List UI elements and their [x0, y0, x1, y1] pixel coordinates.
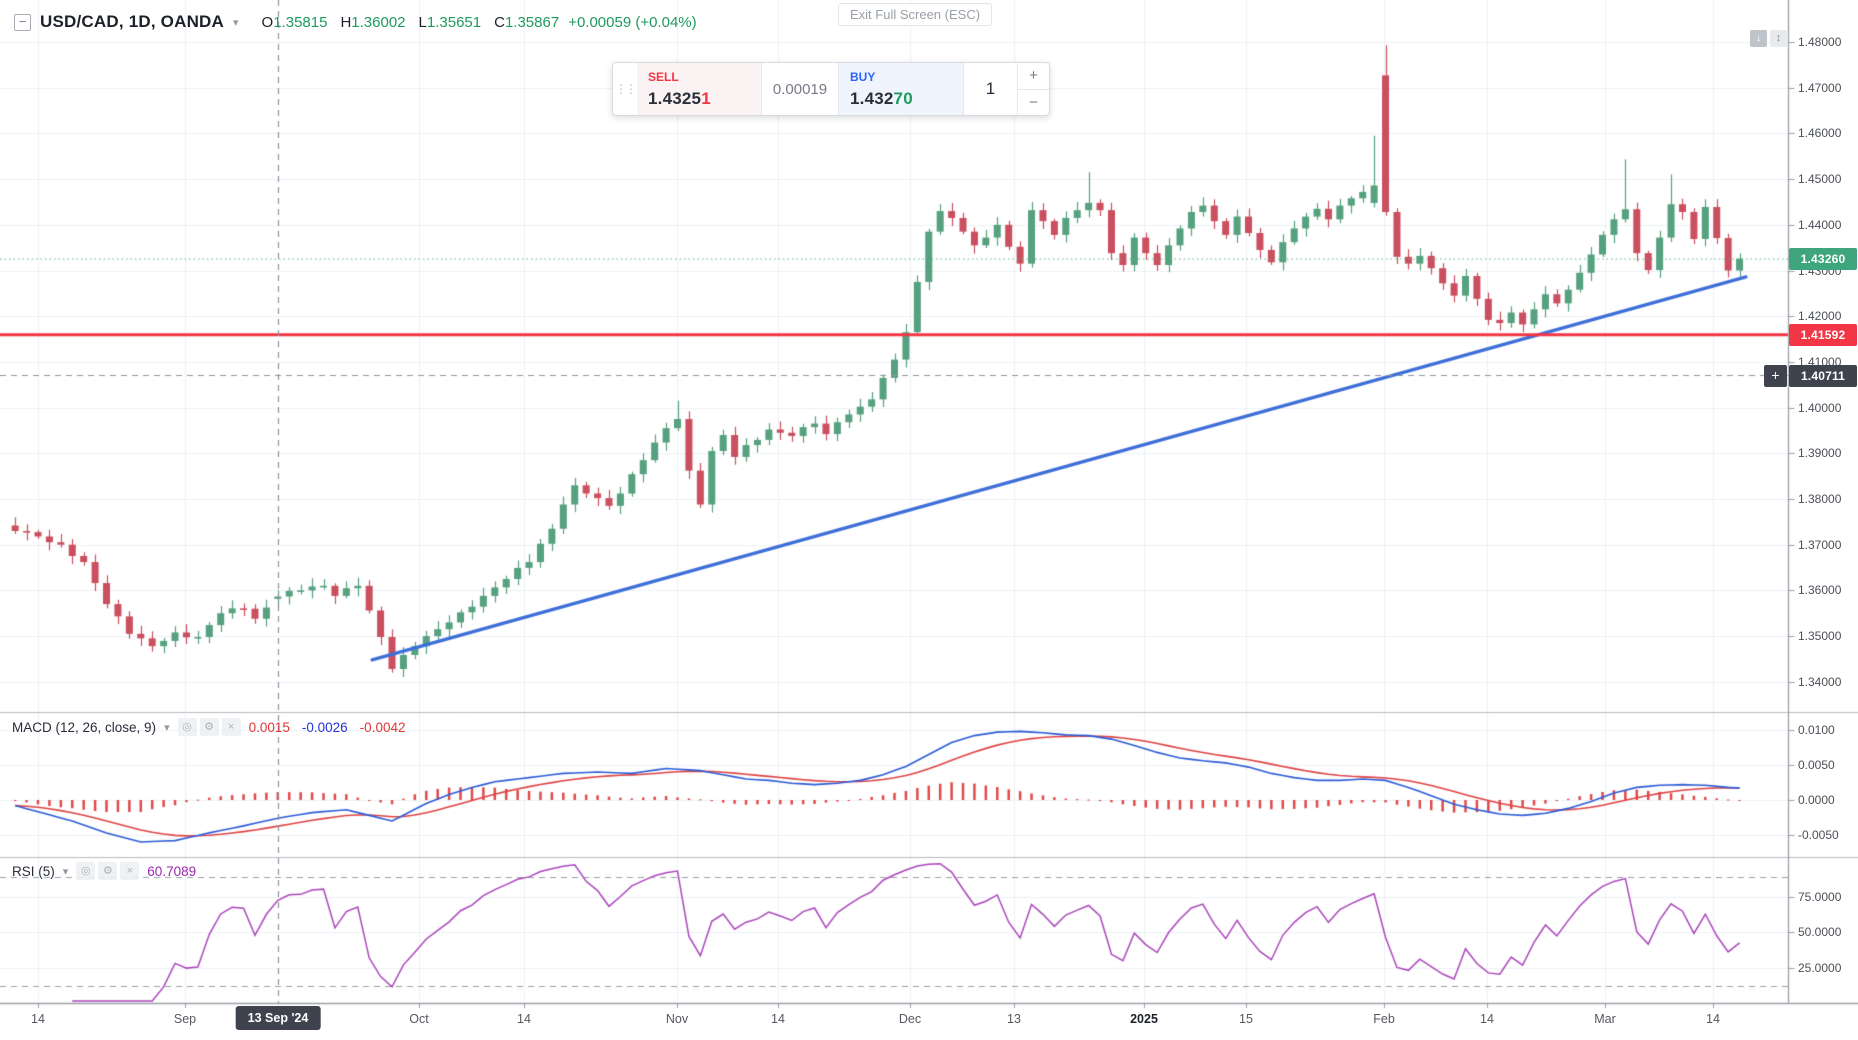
gear-icon[interactable]: ⚙ — [199, 718, 219, 736]
close-key: C — [494, 13, 505, 31]
price-axis-label: 1.46000 — [1798, 126, 1842, 141]
scale-buttons: ↓ ↕ — [1750, 30, 1787, 47]
exit-fullscreen-tooltip: Exit Full Screen (ESC) — [838, 3, 993, 26]
macd-axis-label: 0.0100 — [1798, 723, 1835, 737]
change-readout: +0.00059 (+0.04%) — [568, 13, 697, 31]
time-axis-label: Mar — [1594, 1012, 1616, 1026]
spread-value: 0.00019 — [761, 63, 839, 115]
time-axis-label: Dec — [898, 1012, 922, 1026]
buy-price: 1.43270 — [850, 89, 913, 108]
price-axis-label: 1.47000 — [1798, 80, 1842, 95]
order-widget: ⋮⋮ SELL 1.43251 0.00019 BUY 1.43270 1 + … — [612, 62, 1050, 116]
price-axis-label: 1.39000 — [1798, 446, 1842, 461]
open-key: O — [261, 13, 274, 31]
collapse-legend-icon[interactable]: − — [14, 13, 31, 31]
macd-signal-value: -0.0042 — [359, 719, 406, 735]
price-axis-label: 1.48000 — [1798, 35, 1842, 49]
ohlc-readout: O1.35815 H1.36002 L1.35651 C1.35867 — [262, 14, 560, 31]
rsi-axis-label: 25.0000 — [1798, 960, 1842, 975]
rsi-value: 60.7089 — [147, 863, 197, 879]
price-axis-label: 1.37000 — [1798, 537, 1842, 552]
chevron-down-icon[interactable]: ▾ — [62, 865, 69, 878]
buy-label: BUY — [850, 70, 876, 84]
symbol-legend: − USD/CAD, 1D, OANDA ▾ O1.35815 H1.36002… — [14, 10, 697, 34]
time-axis-label: 15 — [1239, 1012, 1253, 1026]
sell-button[interactable]: SELL 1.43251 — [637, 63, 761, 115]
price-axis-label: 1.45000 — [1798, 172, 1842, 187]
buy-button[interactable]: BUY 1.43270 — [839, 63, 963, 115]
close-value: 1.35867 — [504, 13, 560, 31]
price-axis-label: 1.38000 — [1798, 492, 1842, 506]
time-axis-label: 14 — [1706, 1012, 1720, 1026]
quantity-decrease-button[interactable]: − — [1029, 93, 1038, 111]
chevron-down-icon[interactable]: ▾ — [164, 721, 170, 734]
price-axis-label: 1.40000 — [1798, 400, 1842, 415]
time-axis-label: Nov — [665, 1012, 689, 1026]
symbol-title[interactable]: USD/CAD, 1D, OANDA — [40, 12, 225, 31]
macd-line-value: -0.0026 — [301, 719, 348, 735]
time-axis-label: 14 — [517, 1012, 531, 1026]
time-axis-label: 14 — [771, 1012, 785, 1026]
macd-title[interactable]: MACD (12, 26, close, 9) — [12, 719, 157, 735]
hline-price-badge: 1.41592 — [1789, 323, 1857, 346]
chevron-down-icon[interactable]: ▾ — [233, 16, 239, 29]
gear-icon[interactable]: ⚙ — [98, 862, 118, 880]
macd-legend: MACD (12, 26, close, 9) ▾ ◎ ⚙ × 0.0015 -… — [12, 717, 405, 737]
time-axis-label: 14 — [1480, 1012, 1494, 1026]
add-alert-plus-icon[interactable]: + — [1764, 364, 1787, 387]
time-axis-label: Sep — [173, 1012, 197, 1026]
rsi-axis-label: 50.0000 — [1798, 925, 1842, 939]
time-axis-label: Feb — [1373, 1012, 1395, 1026]
close-icon[interactable]: × — [120, 862, 140, 880]
current-price-badge: 1.43260 — [1789, 247, 1857, 270]
time-axis-label: 14 — [31, 1012, 45, 1026]
scroll-to-recent-icon[interactable]: ↓ — [1750, 30, 1767, 47]
price-axis-label: 1.34000 — [1798, 674, 1842, 689]
quantity-stepper: + − — [1017, 63, 1049, 115]
sell-price: 1.43251 — [648, 89, 711, 108]
open-value: 1.35815 — [273, 13, 328, 31]
low-key: L — [418, 13, 427, 31]
sell-label: SELL — [648, 70, 679, 84]
visibility-icon[interactable]: ◎ — [76, 862, 96, 880]
visibility-icon[interactable]: ◎ — [177, 718, 197, 736]
quantity-increase-button[interactable]: + — [1018, 63, 1049, 90]
drag-handle-icon[interactable]: ⋮⋮ — [615, 82, 637, 96]
price-axis-label: 1.44000 — [1798, 217, 1842, 232]
rsi-title[interactable]: RSI (5) — [12, 863, 55, 879]
rsi-axis-label: 75.0000 — [1798, 889, 1842, 904]
price-axis-label: 1.42000 — [1798, 309, 1842, 324]
macd-axis-label: -0.0050 — [1798, 828, 1839, 842]
price-axis-label: 1.36000 — [1798, 583, 1842, 598]
rsi-legend: RSI (5) ▾ ◎ ⚙ × 60.7089 — [12, 861, 196, 881]
close-icon[interactable]: × — [221, 718, 241, 736]
time-axis-label: Oct — [409, 1012, 429, 1026]
price-axis-label: 1.35000 — [1798, 629, 1842, 644]
fit-scale-icon[interactable]: ↕ — [1770, 30, 1787, 47]
high-value: 1.36002 — [351, 13, 406, 31]
macd-axis-label: 0.0050 — [1798, 758, 1835, 772]
high-key: H — [340, 13, 352, 31]
quantity-field[interactable]: 1 — [963, 63, 1017, 115]
time-axis-label: 13 — [1007, 1012, 1021, 1026]
macd-axis-label: 0.0000 — [1798, 793, 1835, 807]
low-value: 1.35651 — [426, 13, 482, 31]
macd-hist-value: 0.0015 — [248, 719, 290, 735]
crosshair-date-badge: 13 Sep '24 — [235, 1006, 321, 1030]
time-axis-label: 2025 — [1130, 1012, 1158, 1026]
crosshair-price-badge: 1.40711 — [1789, 364, 1857, 387]
